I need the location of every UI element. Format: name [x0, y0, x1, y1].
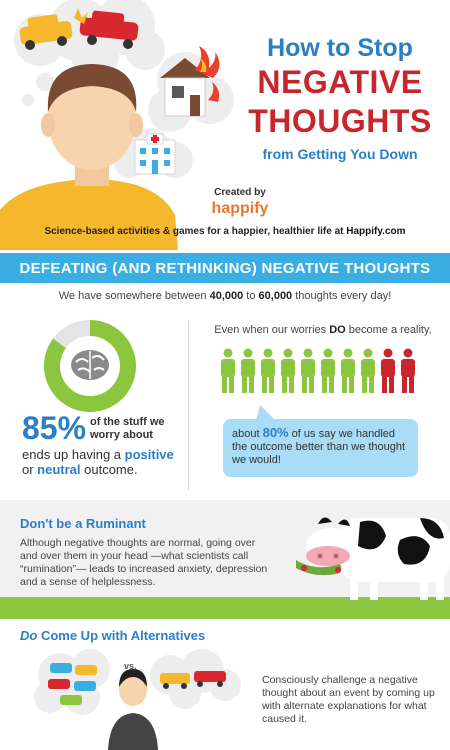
created-by-label: Created by	[214, 187, 266, 198]
worried-person-illustration	[0, 64, 178, 250]
ruminant-body: Although negative thoughts are normal, g…	[20, 537, 268, 588]
title-line-4: from Getting You Down	[262, 146, 418, 162]
alternatives-illustration	[34, 649, 241, 750]
outcome-text: ends up having a positive or neutral out…	[22, 447, 187, 477]
header-illustration	[0, 0, 234, 250]
reality-suffix: become a reality,	[345, 324, 432, 336]
tagline-text: Science-based activities & games for a h…	[44, 226, 347, 237]
alternatives-title-italic: Do	[20, 628, 38, 643]
title-line-1: How to Stop	[267, 34, 413, 62]
cow-illustration	[296, 517, 450, 600]
title-line-3: THOUGHTS	[248, 103, 432, 139]
tagline: Science-based activities & games for a h…	[0, 226, 450, 237]
speech-bubble	[223, 419, 418, 477]
handled-text: about 80% of us say we handled the outco…	[232, 426, 412, 467]
person-icon-green	[221, 348, 235, 393]
car-crash-icon-small	[160, 671, 226, 689]
traffic-jam-icon	[48, 663, 97, 705]
reality-bold: DO	[329, 324, 346, 336]
outcome-suffix: outcome.	[80, 462, 138, 477]
burning-house-icon	[160, 46, 220, 117]
brain-icon	[71, 350, 109, 380]
person-icon-red	[401, 348, 415, 393]
person-icon-red	[381, 348, 395, 393]
alternatives-title-rest: Come Up with Alternatives	[37, 628, 206, 643]
alternatives-title: Do Come Up with Alternatives	[20, 628, 205, 643]
column-divider	[188, 320, 189, 490]
outcome-mid: or	[22, 462, 38, 477]
hospital-icon	[134, 133, 176, 175]
outcome-prefix: ends up having a	[22, 447, 125, 462]
thoughts-high: 60,000	[258, 290, 293, 302]
car-crash-icon	[19, 8, 139, 50]
outcome-neutral: neutral	[37, 462, 81, 477]
reality-prefix: Even when our worries	[214, 324, 330, 336]
handled-percent: 80%	[262, 425, 289, 440]
thoughts-mid: to	[243, 290, 259, 302]
person-icon-green	[241, 348, 255, 393]
person-icon-green	[281, 348, 295, 393]
ruminant-title: Don't be a Ruminant	[20, 516, 146, 531]
title-line-2: NEGATIVE	[257, 64, 423, 100]
versus-label: vs.	[124, 661, 137, 671]
thought-cloud-traffic	[34, 649, 110, 715]
happify-link[interactable]: Happify.com	[346, 226, 406, 237]
handled-suffix: of us say we handled the outcome better …	[232, 428, 406, 466]
outcome-positive: positive	[124, 447, 174, 462]
thoughts-per-day: We have somewhere between 40,000 to 60,0…	[0, 290, 450, 302]
happify-logo: happify	[211, 200, 269, 217]
section-banner: DEFEATING (AND RETHINKING) NEGATIVE THOU…	[0, 253, 450, 283]
banner-title: DEFEATING (AND RETHINKING) NEGATIVE THOU…	[19, 260, 431, 277]
thinking-person-illustration	[108, 669, 158, 750]
person-icon-green	[341, 348, 355, 393]
donut-chart	[44, 320, 136, 412]
speech-bubble-tail	[256, 405, 276, 421]
person-icon-green	[361, 348, 375, 393]
donut-arc-85	[44, 320, 136, 412]
person-icon-green	[321, 348, 335, 393]
people-icon-row	[221, 348, 415, 393]
person-icon-green	[261, 348, 275, 393]
grass-strip	[0, 597, 450, 619]
worry-percent: 85%	[22, 410, 87, 446]
thoughts-suffix: thoughts every day!	[292, 290, 392, 302]
alternatives-body: Consciously challenge a negative thought…	[262, 674, 435, 725]
header: How to Stop NEGATIVE THOUGHTS from Getti…	[0, 0, 450, 250]
handled-prefix: about	[232, 428, 263, 440]
reality-text: Even when our worries DO become a realit…	[198, 324, 448, 336]
person-icon-green	[301, 348, 315, 393]
worry-text: of the stuff we worry about	[90, 416, 165, 441]
thoughts-prefix: We have somewhere between	[58, 290, 210, 302]
thoughts-low: 40,000	[209, 290, 244, 302]
